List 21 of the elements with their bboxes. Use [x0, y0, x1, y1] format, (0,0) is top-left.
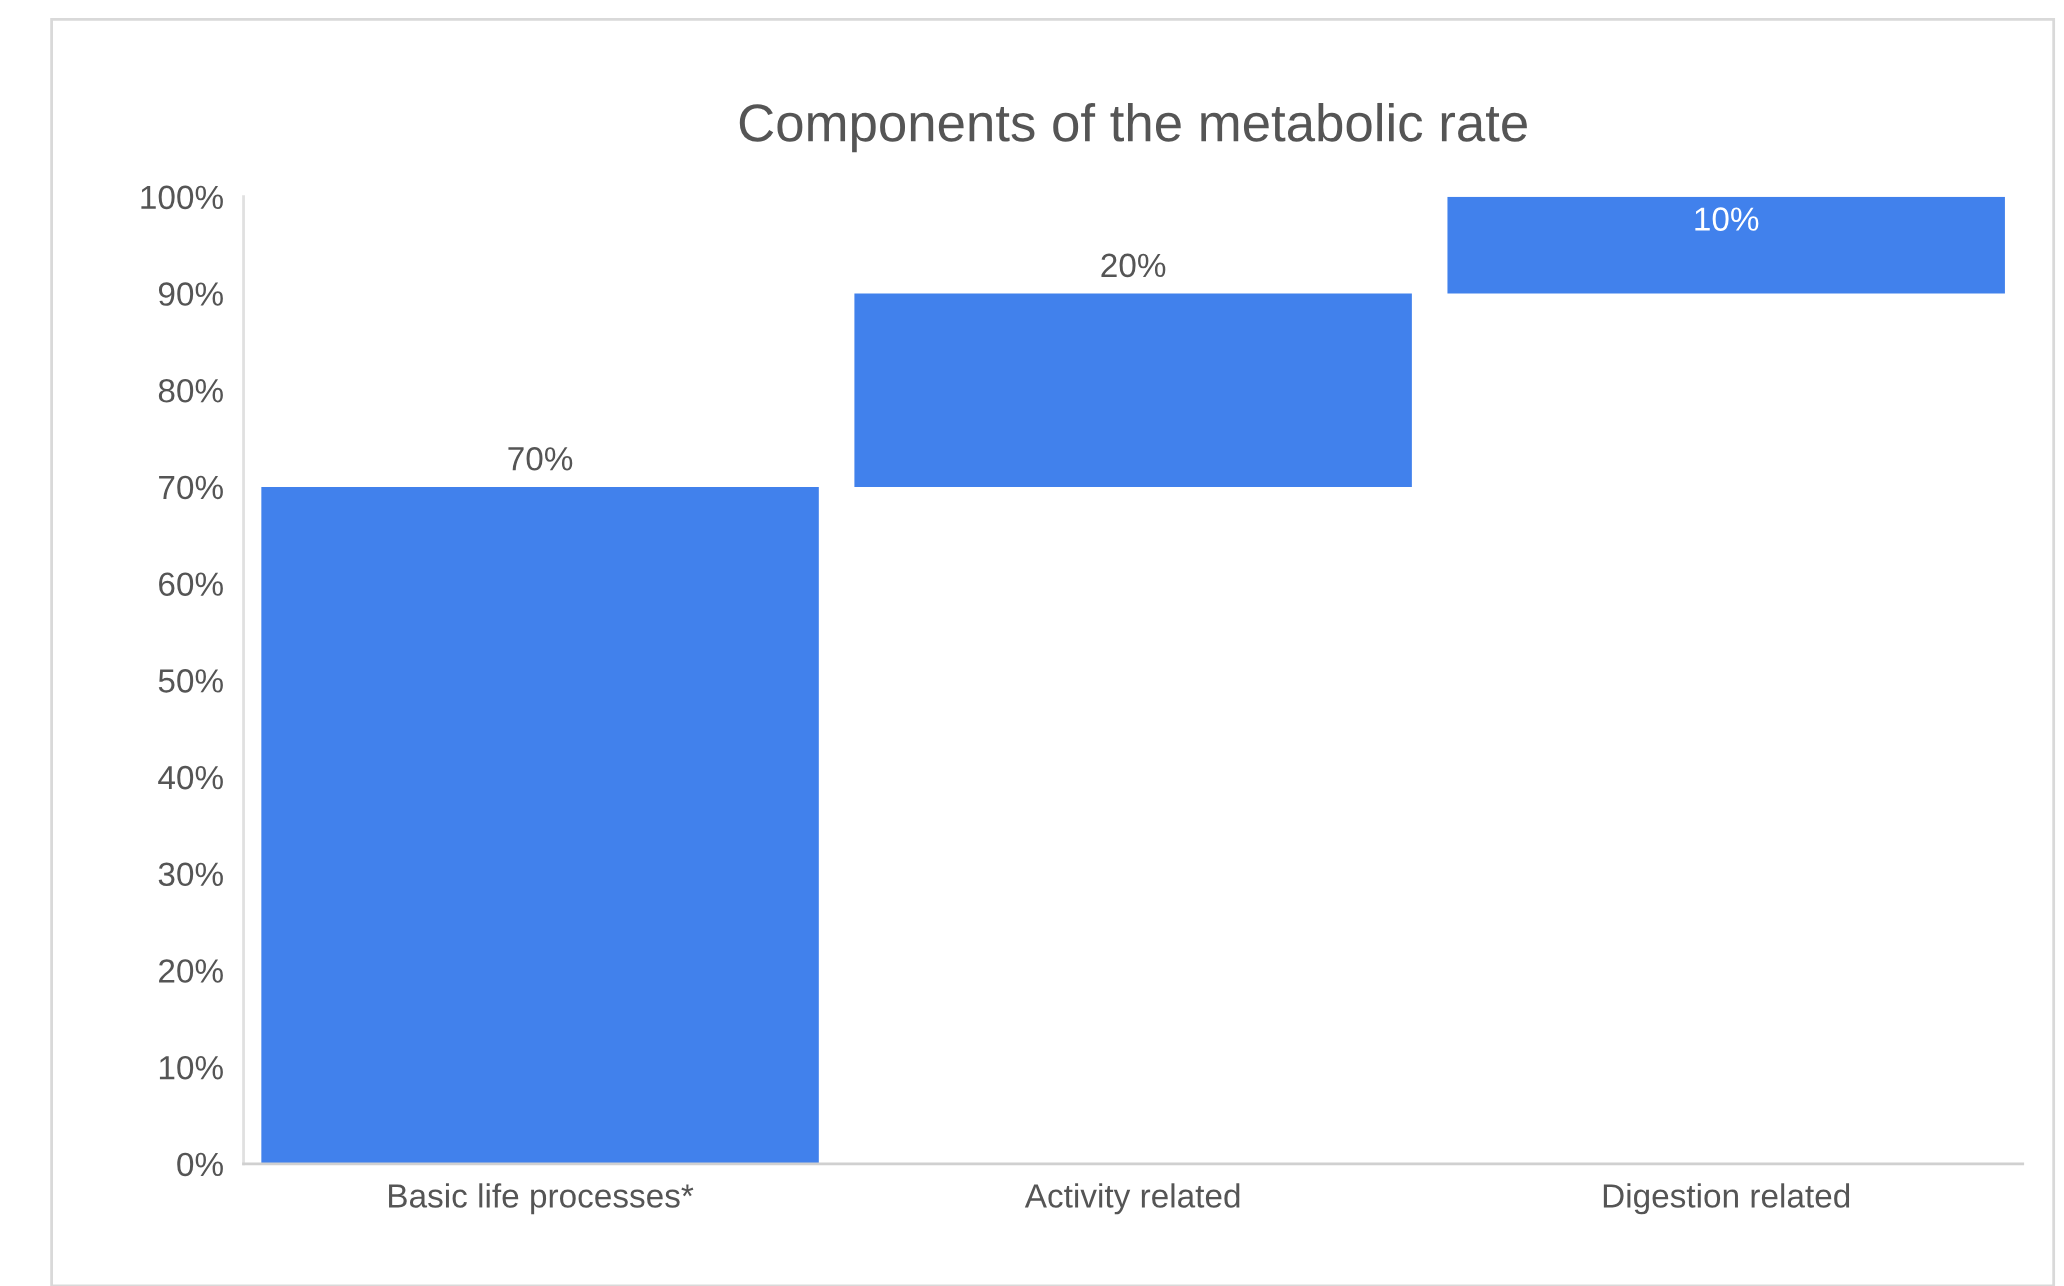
- y-tick-label: 50%: [158, 669, 223, 693]
- x-tick-label: Digestion related: [1603, 1183, 1850, 1215]
- bar: [1447, 196, 2005, 294]
- bar: [261, 486, 819, 1164]
- y-tick-label: 40%: [158, 765, 223, 790]
- data-label: 70%: [508, 447, 573, 471]
- y-tick-label: 0%: [177, 1152, 223, 1177]
- x-tick-label: Activity related: [1024, 1183, 1240, 1215]
- y-tick-label: 20%: [159, 959, 223, 983]
- y-tick-label: 60%: [159, 572, 223, 596]
- x-tick-label: Basic life processes*: [389, 1183, 694, 1215]
- data-label: 10%: [1695, 207, 1759, 231]
- y-tick-label: 100%: [141, 185, 223, 210]
- y-tick-label: 90%: [158, 282, 223, 306]
- data-label: 20%: [1101, 253, 1166, 278]
- bar: [854, 293, 1412, 487]
- y-tick-label: 10%: [159, 1055, 223, 1080]
- y-tick-label: 80%: [158, 378, 223, 403]
- y-tick-label: 30%: [158, 862, 223, 887]
- y-tick-label: 70%: [159, 475, 223, 500]
- chart-title: Components of the metabolic rate: [739, 102, 1527, 153]
